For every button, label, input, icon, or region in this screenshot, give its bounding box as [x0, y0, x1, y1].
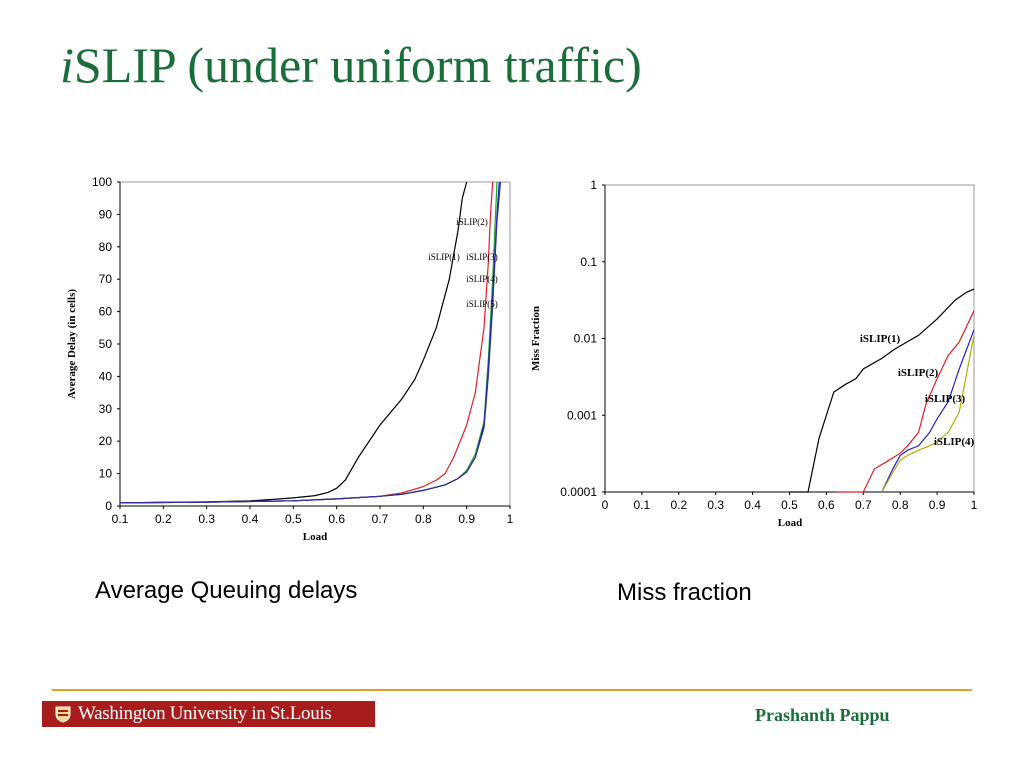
- y-tick-label: 0.01: [574, 332, 598, 346]
- slide-title: iSLIP (under uniform traffic): [60, 40, 642, 90]
- series-annotation: iSLIP(3): [466, 252, 498, 262]
- y-tick-label: 1: [590, 178, 597, 192]
- x-tick-label: 0.4: [242, 512, 259, 526]
- series-annotation: iSLIP(2): [456, 217, 488, 227]
- title-text: SLIP (under uniform traffic): [73, 37, 642, 93]
- y-tick-label: 0.0001: [560, 485, 597, 499]
- caption-right: Miss fraction: [617, 579, 752, 606]
- series-annotation: iSLIP(2): [898, 367, 939, 379]
- logo-text: Washington University in St.Louis: [78, 703, 332, 724]
- x-tick-label: 0.6: [818, 498, 835, 512]
- x-tick-label: 0.1: [634, 498, 651, 512]
- y-tick-label: 80: [99, 240, 113, 254]
- series-line-1: [789, 288, 975, 493]
- y-tick-label: 30: [99, 402, 113, 416]
- x-tick-label: 0.1: [112, 512, 129, 526]
- series-annotation: iSLIP(1): [428, 252, 460, 262]
- university-logo: Washington University in St.Louis: [42, 701, 375, 727]
- series-line-4: [119, 181, 500, 504]
- y-tick-label: 50: [99, 337, 113, 351]
- y-axis-label: Miss Fraction: [530, 306, 542, 371]
- x-tick-label: 0.4: [744, 498, 761, 512]
- x-tick-label: 0.6: [328, 512, 345, 526]
- series-annotation: iSLIP(5): [466, 299, 498, 309]
- y-tick-label: 70: [99, 272, 113, 286]
- y-tick-label: 0: [105, 499, 112, 513]
- y-axis-label: Average Delay (in cells): [66, 289, 78, 399]
- y-tick-label: 20: [99, 434, 113, 448]
- x-tick-label: 0: [602, 498, 609, 512]
- x-tick-label: 0.7: [855, 498, 872, 512]
- x-tick-label: 0.2: [155, 512, 172, 526]
- y-tick-label: 0.1: [580, 255, 597, 269]
- footer-divider: [52, 689, 972, 691]
- delay-chart: 0 10 20 30 40 50 60 70 80 90 100 0.1 0.2 0.3 0.4 0.5 0.6…: [66, 175, 514, 543]
- x-tick-label: 0.9: [458, 512, 475, 526]
- x-tick-label: 1: [971, 498, 978, 512]
- series-line-1: [119, 181, 468, 504]
- x-tick-label: 0.5: [781, 498, 798, 512]
- x-tick-label: 0.2: [670, 498, 687, 512]
- series-line-4: [881, 335, 975, 493]
- y-tick-label: 40: [99, 369, 113, 383]
- plot-frame: [119, 181, 511, 507]
- y-tick-label: 60: [99, 305, 113, 319]
- x-tick-label: 0.7: [372, 512, 389, 526]
- series-line-2: [119, 181, 494, 504]
- series-line-3: [881, 329, 975, 493]
- author-name: Prashanth Pappu: [755, 705, 890, 725]
- x-tick-label: 0.5: [285, 512, 302, 526]
- x-tick-label: 0.3: [198, 512, 215, 526]
- series-annotation: iSLIP(4): [466, 274, 498, 284]
- x-axis-label: Load: [303, 531, 327, 543]
- series-line-3: [119, 181, 498, 504]
- title-italic-prefix: i: [60, 37, 74, 93]
- x-tick-label: 0.8: [415, 512, 432, 526]
- series-annotation: iSLIP(4): [934, 436, 975, 448]
- series-line-5: [119, 181, 502, 504]
- university-seal-icon: [55, 706, 71, 723]
- miss-fraction-chart: 0.0001 0.001 0.01 0.1 1 0 0.1 0.2 0.3 0.4 0.5 0.6 0.…: [530, 178, 978, 529]
- y-tick-label: 100: [92, 175, 112, 189]
- series-line-2: [837, 310, 975, 493]
- x-axis-label: Load: [778, 517, 802, 529]
- series-annotation: iSLIP(1): [860, 333, 901, 345]
- y-tick-label: 10: [99, 467, 113, 481]
- x-tick-label: 0.3: [707, 498, 724, 512]
- x-tick-label: 1: [507, 512, 514, 526]
- y-tick-label: 90: [99, 207, 113, 221]
- caption-left: Average Queuing delays: [95, 577, 358, 604]
- y-tick-label: 0.001: [567, 408, 597, 422]
- x-tick-label: 0.8: [892, 498, 909, 512]
- series-annotation: iSLIP(3): [925, 393, 966, 405]
- x-tick-label: 0.9: [929, 498, 946, 512]
